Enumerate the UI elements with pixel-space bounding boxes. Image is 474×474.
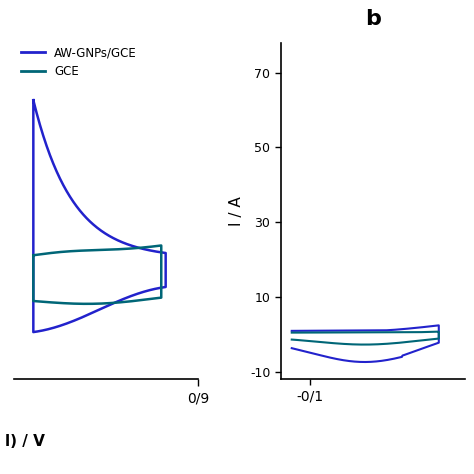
Legend: AW-GNPs/GCE, GCE: AW-GNPs/GCE, GCE bbox=[17, 42, 142, 83]
Text: l) / V: l) / V bbox=[5, 434, 45, 448]
Y-axis label: I / A: I / A bbox=[229, 196, 245, 226]
Text: b: b bbox=[365, 9, 381, 29]
